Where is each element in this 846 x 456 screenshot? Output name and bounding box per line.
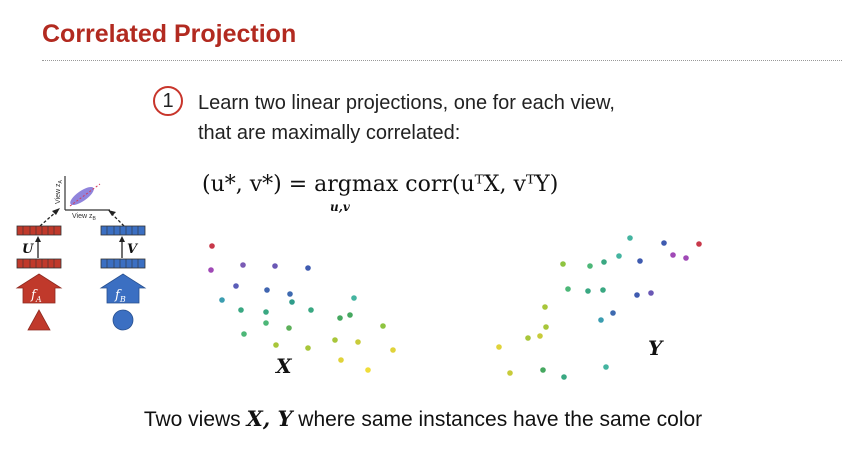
view-y-point: [537, 333, 543, 339]
circle-input-icon: [112, 309, 134, 331]
view-x-label: X: [274, 354, 293, 378]
view-y-point: [627, 235, 633, 241]
formula-subscript: u,v: [330, 200, 350, 214]
left-up-arrowhead: [35, 236, 41, 242]
step-description: Learn two linear projections, one for ea…: [198, 88, 615, 148]
view-x-point: [219, 297, 225, 303]
caption-suffix: where same instances have the same color: [292, 408, 703, 431]
view-y-point: [601, 259, 607, 265]
view-x-point: [337, 315, 343, 321]
right-projection-layer: [100, 225, 146, 236]
view-x-point: [286, 325, 292, 331]
view-y-point: [616, 253, 622, 259]
view-y-point: [540, 367, 546, 373]
view-x-point: [289, 299, 295, 305]
plot-y-label: View zA: [55, 180, 64, 205]
slide-caption: Two views X, Y where same instances have…: [0, 406, 846, 432]
right-dashed-arrowhead: [108, 210, 116, 216]
plot-point-cloud: [70, 186, 94, 206]
view-x-point: [287, 291, 293, 297]
slide-title: Correlated Projection: [42, 20, 297, 48]
view-x-point: [332, 337, 338, 343]
encoder-a-label: fA: [30, 288, 42, 304]
view-x-point: [390, 347, 396, 353]
view-y-point: [600, 287, 606, 293]
encoder-b-arrow: [99, 273, 147, 304]
left-dashed-arrow: [39, 210, 58, 227]
view-y-point: [585, 288, 591, 294]
view-x-point: [305, 345, 311, 351]
view-y-point: [587, 263, 593, 269]
right-dashed-arrow: [110, 212, 125, 227]
view-x-point: [308, 307, 314, 313]
view-y-point: [560, 261, 566, 267]
view-y-point: [496, 344, 502, 350]
step-line-2: that are maximally correlated:: [198, 122, 461, 144]
view-y-scatter: [496, 235, 702, 380]
view-x-point: [347, 312, 353, 318]
step-line-1: Learn two linear projections, one for ea…: [198, 92, 615, 114]
projection-u-label: U: [22, 242, 34, 257]
view-y-point: [637, 258, 643, 264]
objective-formula: (u*, v*) = argmax corr(uᵀX, vᵀY) u,v: [202, 172, 559, 214]
caption-prefix: Two views: [143, 408, 247, 431]
view-y-label: Y: [648, 336, 664, 360]
triangle-input-icon: [27, 309, 51, 331]
view-x-point: [380, 323, 386, 329]
caption-variables: X, Y: [246, 406, 293, 431]
view-x-point: [241, 331, 247, 337]
view-x-point: [305, 265, 311, 271]
view-y-point: [565, 286, 571, 292]
view-y-point: [603, 364, 609, 370]
right-up-arrowhead: [119, 236, 125, 242]
view-x-point: [208, 267, 214, 273]
view-y-point: [683, 255, 689, 261]
view-x-point: [365, 367, 371, 373]
step-number-badge: 1: [153, 86, 183, 116]
view-y-point: [634, 292, 640, 298]
view-y-point: [648, 290, 654, 296]
plot-x-label: View zB: [72, 213, 97, 222]
view-y-point: [543, 324, 549, 330]
view-x-point: [355, 339, 361, 345]
view-x-point: [272, 263, 278, 269]
left-embedding-layer: [16, 258, 62, 269]
left-dashed-arrowhead: [52, 208, 60, 215]
view-x-point: [238, 307, 244, 313]
left-projection-layer: [16, 225, 62, 236]
title-divider: [42, 60, 842, 61]
projection-v-label: V: [127, 242, 139, 257]
view-x-scatter: [208, 243, 396, 373]
view-y-point: [525, 335, 531, 341]
view-x-point: [209, 243, 215, 249]
encoder-b-label: fB: [114, 288, 126, 304]
view-y-point: [670, 252, 676, 258]
view-y-point: [561, 374, 567, 380]
view-x-point: [264, 287, 270, 293]
view-y-point: [598, 317, 604, 323]
view-x-point: [240, 262, 246, 268]
latent-correlation-plot: View zB View zA: [55, 176, 110, 222]
view-x-point: [273, 342, 279, 348]
right-embedding-layer: [100, 258, 146, 269]
view-y-point: [696, 241, 702, 247]
view-x-point: [233, 283, 239, 289]
view-y-point: [661, 240, 667, 246]
view-x-point: [338, 357, 344, 363]
view-y-point: [507, 370, 513, 376]
view-y-point: [542, 304, 548, 310]
formula-main: (u*, v*) = argmax corr(uᵀX, vᵀY): [202, 172, 559, 197]
encoder-a-arrow: [15, 273, 63, 304]
view-x-point: [263, 320, 269, 326]
view-x-point: [351, 295, 357, 301]
view-x-point: [263, 309, 269, 315]
view-y-point: [610, 310, 616, 316]
